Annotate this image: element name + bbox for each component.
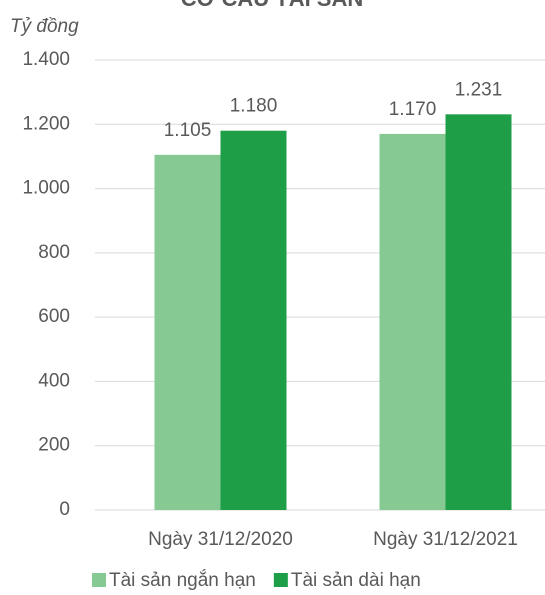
y-tick-label: 1.200 — [22, 113, 70, 134]
y-axis-label: Tỷ đồng — [10, 16, 79, 37]
x-tick-label: Ngày 31/12/2021 — [373, 529, 518, 550]
y-tick-label: 600 — [38, 306, 70, 327]
y-tick-label: 1.400 — [22, 49, 70, 70]
bar — [154, 154, 221, 511]
legend-label: Tài sản ngắn hạn — [109, 569, 256, 591]
y-tick-label: 400 — [38, 370, 70, 391]
bar — [445, 114, 512, 511]
y-tick-label: 200 — [38, 435, 70, 456]
y-tick-label: 0 — [59, 499, 70, 520]
legend-swatch — [92, 573, 106, 587]
legend-label: Tài sản dài hạn — [291, 570, 421, 591]
data-label: 1.180 — [230, 96, 278, 117]
x-tick-label: Ngày 31/12/2020 — [148, 529, 293, 550]
y-tick-label: 1.000 — [22, 178, 70, 199]
bar — [220, 130, 287, 510]
legend-swatch — [273, 573, 288, 587]
data-label: 1.170 — [389, 99, 437, 120]
data-label: 1.231 — [455, 79, 503, 100]
data-label: 1.105 — [164, 120, 212, 141]
y-tick-label: 800 — [38, 242, 70, 263]
bar — [379, 133, 446, 510]
chart-title: CƠ CẤU TÀI SẢN — [181, 0, 364, 11]
